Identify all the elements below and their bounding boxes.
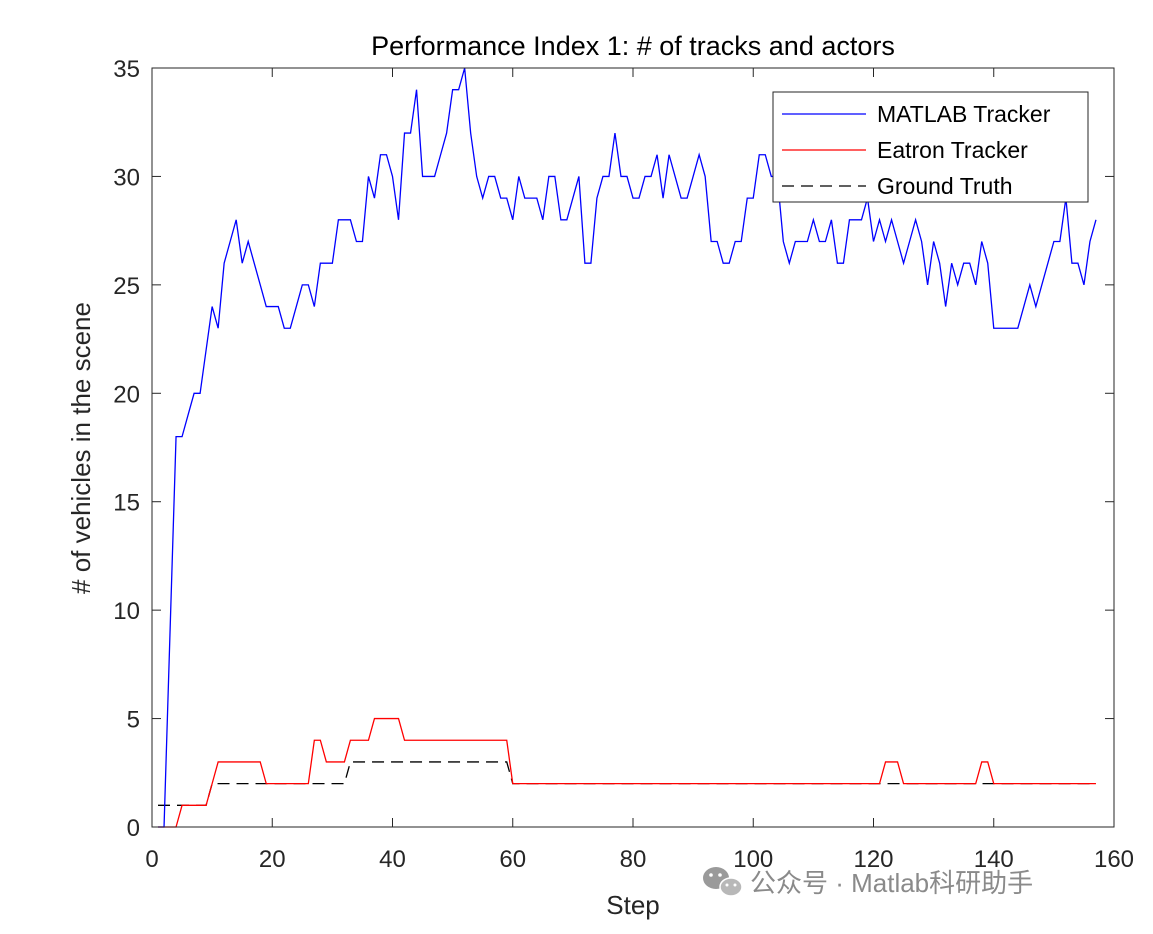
y-axis-label: # of vehicles in the scene	[66, 302, 96, 594]
legend-label-matlab-tracker: MATLAB Tracker	[877, 101, 1051, 127]
series-layer	[158, 67, 1097, 828]
wechat-icon	[703, 867, 743, 897]
legend: MATLAB Tracker Eatron Tracker Ground Truth	[772, 91, 1089, 203]
watermark: 公众号 · Matlab科研助手	[703, 867, 1033, 898]
x-tick-label: 120	[853, 846, 893, 873]
legend-box	[772, 91, 1089, 203]
chart-title: Performance Index 1: # of tracks and act…	[371, 31, 895, 61]
x-tick-label: 160	[1094, 846, 1134, 873]
x-tick-label: 40	[379, 846, 406, 873]
series-line-matlab-tracker	[158, 67, 1097, 828]
y-tick-label: 15	[113, 490, 140, 517]
x-axis-label: Step	[606, 890, 660, 920]
x-tick-label: 20	[259, 846, 286, 873]
x-tick-label: 60	[499, 846, 526, 873]
y-tick-label: 35	[113, 56, 140, 83]
x-tick-label: 80	[620, 846, 647, 873]
x-tick-label: 100	[733, 846, 773, 873]
y-tick-label: 30	[113, 164, 140, 191]
watermark-text: 公众号 · Matlab科研助手	[750, 868, 1033, 898]
x-tick-label: 140	[974, 846, 1014, 873]
x-tick-label: 0	[145, 846, 158, 873]
y-tick-label: 20	[113, 381, 140, 408]
legend-label-eatron-tracker: Eatron Tracker	[877, 137, 1028, 163]
tick-layer: 0 20 40 60 80 100 120 140 160 0 5 10 15 20 25 30 35	[113, 56, 1134, 873]
series-line-eatron-tracker	[158, 717, 1096, 828]
legend-items: MATLAB Tracker Eatron Tracker Ground Truth	[782, 101, 1051, 199]
legend-label-ground-truth: Ground Truth	[877, 173, 1013, 199]
y-tick-label: 5	[127, 707, 140, 734]
y-tick-label: 0	[127, 815, 140, 842]
y-tick-label: 10	[113, 598, 140, 625]
y-tick-label: 25	[113, 273, 140, 300]
